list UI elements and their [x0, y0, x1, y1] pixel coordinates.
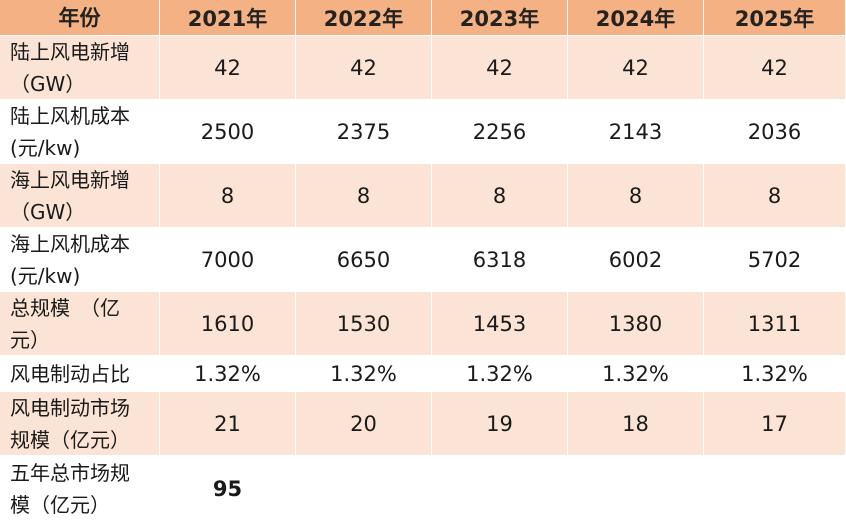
table-cell: 8 [432, 164, 568, 228]
table-cell: 8 [296, 164, 432, 228]
table-row: 风电制动占比 1.32% 1.32% 1.32% 1.32% 1.32% [0, 356, 846, 392]
table-cell: 42 [160, 36, 296, 100]
table-cell: 1311 [704, 292, 846, 356]
table-row: 海上风机成本 (元/kw) 7000 6650 6318 6002 5702 [0, 228, 846, 292]
table-cell [296, 456, 432, 522]
header-2024: 2024年 [568, 0, 704, 36]
row-label-text: 海上风机成本 (元/kw) [10, 231, 130, 288]
table-cell: 2036 [704, 100, 846, 164]
row-label-text: 风电制动占比 [10, 361, 130, 386]
table-cell: 18 [568, 392, 704, 456]
header-year: 年份 [0, 0, 160, 36]
table-cell: 2375 [296, 100, 432, 164]
row-label-text: 陆上风电新增 （GW） [10, 39, 130, 96]
header-2021: 2021年 [160, 0, 296, 36]
table-cell [704, 456, 846, 522]
table-cell: 7000 [160, 228, 296, 292]
table-row: 陆上风机成本 (元/kw) 2500 2375 2256 2143 2036 [0, 100, 846, 164]
table-cell: 5702 [704, 228, 846, 292]
table-cell: 8 [568, 164, 704, 228]
table-cell: 1.32% [568, 356, 704, 392]
table-cell: 1453 [432, 292, 568, 356]
table-cell [568, 456, 704, 522]
total-market-size-value: 95 [160, 456, 296, 522]
row-label: 海上风机成本 (元/kw) [0, 228, 160, 292]
table-cell: 42 [296, 36, 432, 100]
row-label: 五年总市场规 模（亿元） [0, 456, 160, 522]
table-cell: 1.32% [296, 356, 432, 392]
row-label: 风电制动占比 [0, 356, 160, 392]
row-label: 陆上风电新增 （GW） [0, 36, 160, 100]
table-cell: 19 [432, 392, 568, 456]
row-label: 海上风电新增 （GW） [0, 164, 160, 228]
header-2022: 2022年 [296, 0, 432, 36]
row-label-text: 五年总市场规 模（亿元） [10, 460, 130, 517]
table-cell: 6002 [568, 228, 704, 292]
row-label-text: 陆上风机成本 (元/kw) [10, 103, 130, 160]
table-cell: 42 [432, 36, 568, 100]
table-cell: 42 [704, 36, 846, 100]
table-cell: 8 [160, 164, 296, 228]
table-cell: 20 [296, 392, 432, 456]
table-cell: 42 [568, 36, 704, 100]
table-header-row: 年份 2021年 2022年 2023年 2024年 2025年 [0, 0, 846, 36]
table-cell: 2143 [568, 100, 704, 164]
table-cell: 6318 [432, 228, 568, 292]
header-2025: 2025年 [704, 0, 846, 36]
table-cell: 1.32% [160, 356, 296, 392]
table-cell: 1.32% [704, 356, 846, 392]
row-label-text: 海上风电新增 （GW） [10, 167, 130, 224]
table-cell: 1610 [160, 292, 296, 356]
row-label: 总规模 （亿 元） [0, 292, 160, 356]
table-cell [432, 456, 568, 522]
row-label: 风电制动市场 规模（亿元） [0, 392, 160, 456]
table-cell: 6650 [296, 228, 432, 292]
table-row: 总规模 （亿 元） 1610 1530 1453 1380 1311 [0, 292, 846, 356]
table-cell: 2256 [432, 100, 568, 164]
table-cell: 2500 [160, 100, 296, 164]
table-row: 五年总市场规 模（亿元） 95 [0, 456, 846, 522]
header-2023: 2023年 [432, 0, 568, 36]
table-cell: 21 [160, 392, 296, 456]
table-cell: 1380 [568, 292, 704, 356]
row-label: 陆上风机成本 (元/kw) [0, 100, 160, 164]
row-label-text: 风电制动市场 规模（亿元） [10, 395, 130, 452]
table-cell: 8 [704, 164, 846, 228]
table-row: 风电制动市场 规模（亿元） 21 20 19 18 17 [0, 392, 846, 456]
table-row: 陆上风电新增 （GW） 42 42 42 42 42 [0, 36, 846, 100]
row-label-text: 总规模 （亿 元） [10, 295, 120, 352]
table-cell: 17 [704, 392, 846, 456]
table-cell: 1530 [296, 292, 432, 356]
table-cell: 1.32% [432, 356, 568, 392]
table-row: 海上风电新增 （GW） 8 8 8 8 8 [0, 164, 846, 228]
